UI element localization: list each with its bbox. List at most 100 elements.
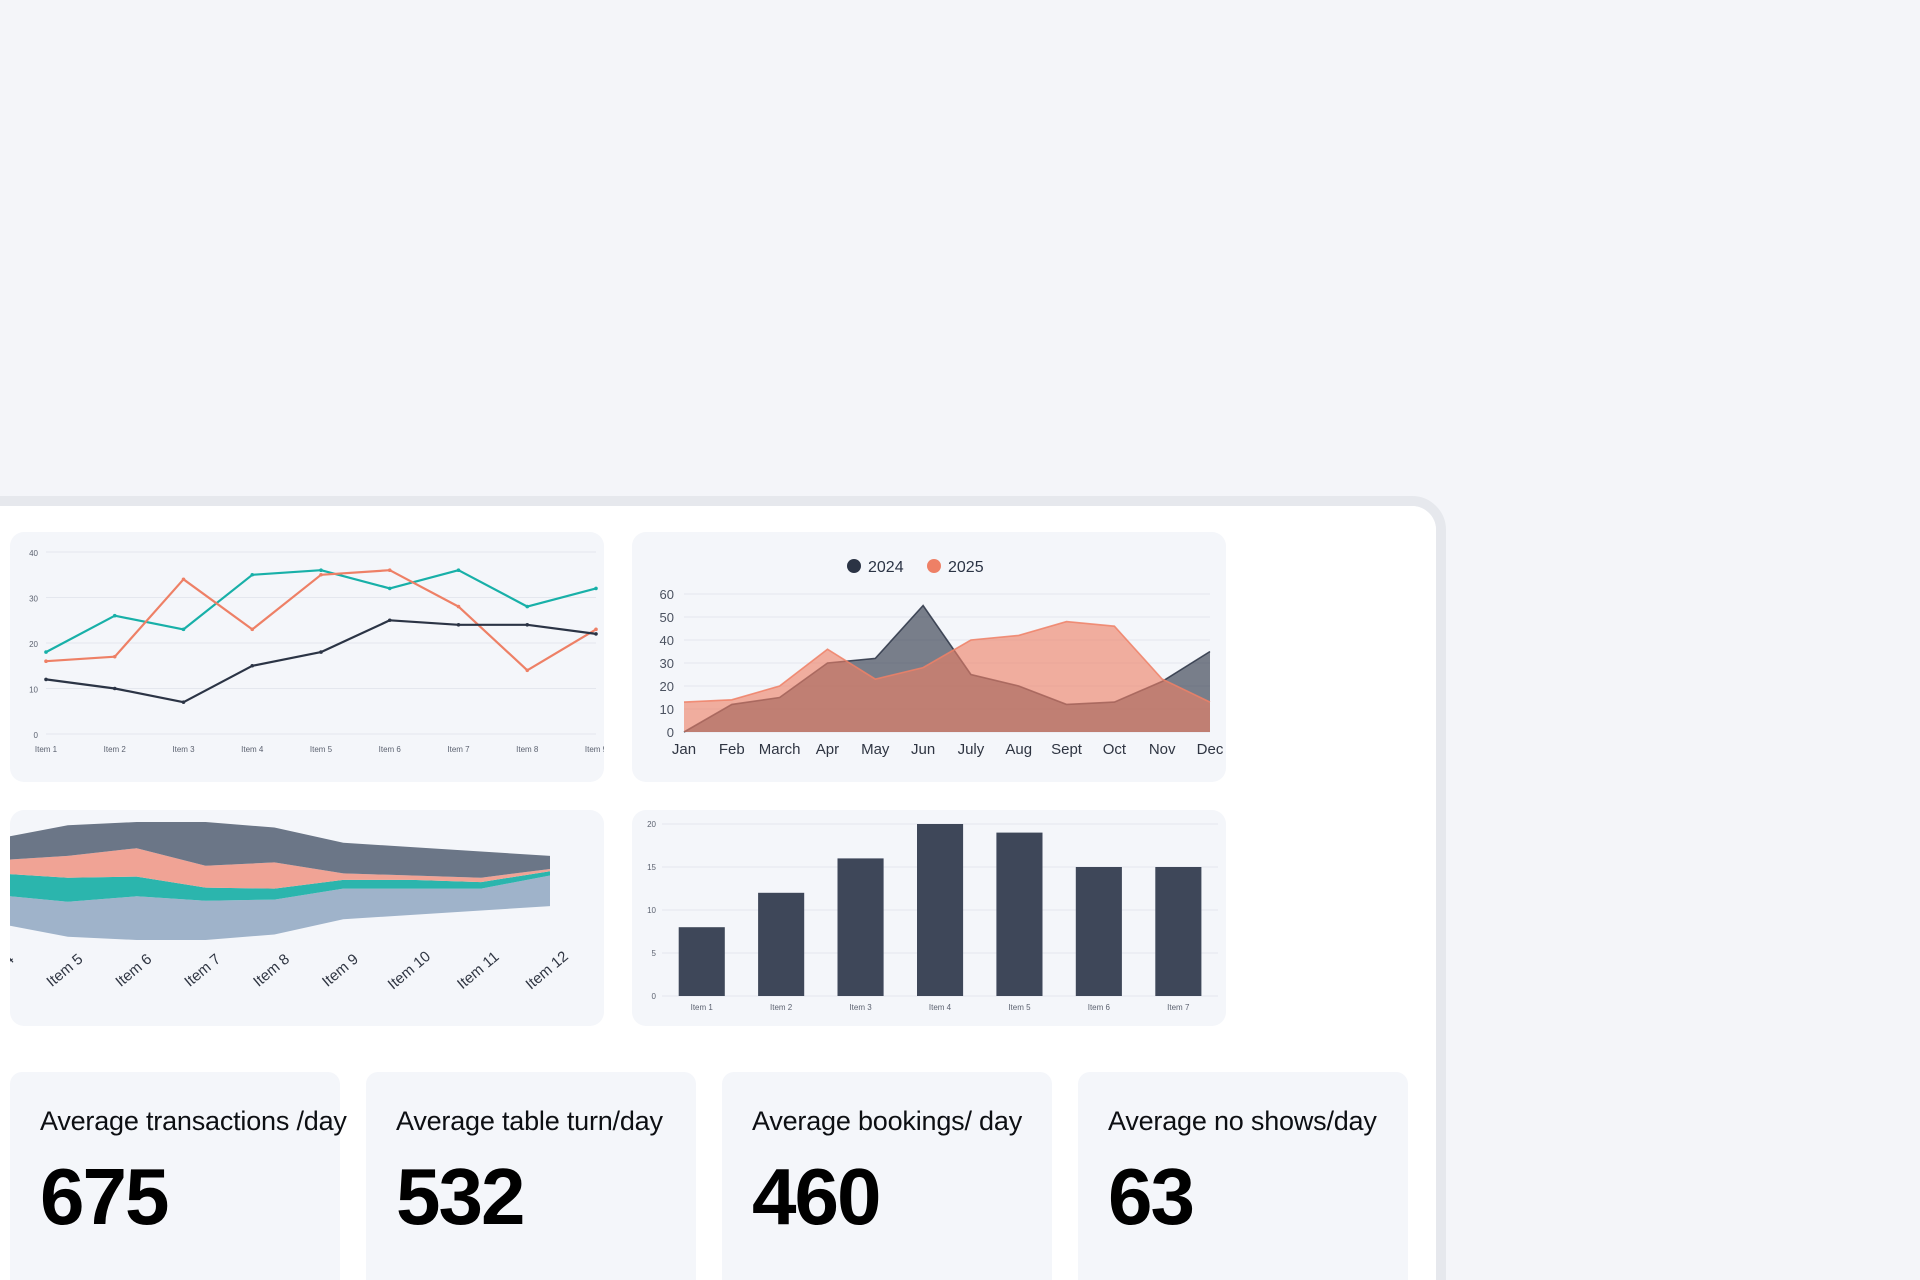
- kpi-value: 63: [1108, 1152, 1195, 1241]
- y-axis-tick: 40: [660, 633, 674, 648]
- kpi-row: Average transactions /day 675 Average ta…: [10, 1072, 1408, 1280]
- x-axis-tick: Dec: [1197, 741, 1224, 758]
- x-axis-tick: Item 2: [770, 1003, 793, 1012]
- x-axis-tick: Item 7: [181, 951, 224, 991]
- bar[interactable]: [758, 892, 805, 996]
- x-axis-tick: Feb: [719, 741, 745, 758]
- kpi-label: Average transactions /day: [40, 1106, 347, 1136]
- y-axis-tick: 15: [647, 863, 656, 872]
- data-point: [456, 604, 461, 609]
- x-axis-tick: Item 12: [522, 948, 571, 993]
- line-chart-card[interactable]: 0 10 20 30 40 Item 1 Item 2 Item 3 Item 4 Item 5 I…: [10, 532, 604, 782]
- app-window: 0 10 20 30 40 Item 1 Item 2 Item 3 Item 4 Item 5 I…: [0, 496, 1446, 1280]
- y-axis-tick: 20: [660, 679, 674, 694]
- legend-swatch: [927, 559, 941, 573]
- x-axis-tick: Nov: [1149, 741, 1176, 758]
- y-axis-tick: 5: [652, 949, 657, 958]
- y-axis-tick: 10: [647, 906, 656, 915]
- x-axis-tick: Oct: [1103, 741, 1127, 758]
- data-point: [319, 572, 323, 577]
- data-point: [112, 613, 117, 618]
- x-axis-tick: Aug: [1005, 741, 1032, 758]
- area-chart[interactable]: 2024 2025 0 10 20 30 40 50 60 Jan Feb March Apr May Ju…: [632, 532, 1226, 782]
- bar[interactable]: [996, 832, 1043, 996]
- area-series: [684, 621, 1210, 732]
- kpi-label: Average no shows/day: [1108, 1106, 1377, 1136]
- y-axis-tick: 20: [647, 820, 656, 829]
- data-point: [456, 568, 461, 572]
- stream-series: [10, 848, 550, 889]
- x-axis-tick: Item 4: [929, 1003, 952, 1012]
- data-point: [250, 663, 255, 668]
- kpi-label: Average bookings/ day: [752, 1106, 1022, 1136]
- data-point: [594, 586, 598, 591]
- x-axis-tick: Item 7: [1167, 1003, 1190, 1012]
- x-axis-tick: Item 3: [172, 745, 195, 754]
- data-point: [181, 577, 186, 582]
- charts-left-column: 0 10 20 30 40 Item 1 Item 2 Item 3 Item 4 Item 5 I…: [10, 532, 604, 1026]
- x-axis-tick: Item 6: [379, 745, 402, 754]
- x-axis-tick: Item 2: [104, 745, 127, 754]
- kpi-card-bookings[interactable]: Average bookings/ day 460: [722, 1072, 1052, 1280]
- y-axis-tick: 40: [29, 549, 38, 558]
- data-point: [250, 572, 255, 577]
- x-axis-tick: May: [861, 741, 890, 758]
- data-point: [112, 686, 117, 691]
- data-point: [181, 627, 186, 632]
- data-point: [44, 650, 48, 654]
- line-series: [44, 619, 598, 704]
- charts-row: 0 10 20 30 40 Item 1 Item 2 Item 3 Item 4 Item 5 I…: [10, 532, 1226, 1026]
- bar[interactable]: [1155, 867, 1202, 996]
- y-axis-tick: 60: [660, 587, 674, 602]
- y-axis-tick: 0: [667, 725, 674, 740]
- area-chart-card[interactable]: 2024 2025 0 10 20 30 40 50 60 Jan Feb March Apr May Ju…: [632, 532, 1226, 782]
- data-point: [112, 654, 117, 659]
- x-axis-tick: Item 5: [1008, 1003, 1031, 1012]
- data-point: [387, 568, 392, 572]
- x-axis-tick: Jun: [911, 741, 935, 758]
- kpi-value: 675: [40, 1152, 169, 1241]
- y-axis-tick: 50: [660, 610, 674, 625]
- data-point: [44, 659, 48, 663]
- kpi-card-table-turn[interactable]: Average table turn/day 532: [366, 1072, 696, 1280]
- x-axis-tick: Apr: [816, 741, 839, 758]
- bar-chart-card[interactable]: 0 5 10 15 20 Item 1 Item 2 Item 3 Item 4 Item 5 It…: [632, 810, 1226, 1026]
- x-axis-tick: Item 1: [691, 1003, 714, 1012]
- x-axis-tick: Item 4: [241, 745, 264, 754]
- x-axis-tick: Item 10: [385, 948, 434, 993]
- area-series-line: [683, 620, 1211, 703]
- data-point: [319, 568, 323, 572]
- x-axis-tick: Item 5: [310, 745, 333, 754]
- bar[interactable]: [1075, 867, 1122, 996]
- kpi-card-no-shows[interactable]: Average no shows/day 63: [1078, 1072, 1408, 1280]
- data-point: [181, 700, 186, 704]
- bar[interactable]: [837, 858, 884, 996]
- line-chart[interactable]: 0 10 20 30 40 Item 1 Item 2 Item 3 Item 4 Item 5 I…: [10, 532, 604, 782]
- x-axis-tick: Item 8: [516, 745, 539, 754]
- y-axis-tick: 0: [652, 992, 657, 1001]
- charts-middle-column: 2024 2025 0 10 20 30 40 50 60 Jan Feb March Apr May Ju…: [632, 532, 1226, 1026]
- x-axis-tick: March: [759, 741, 801, 758]
- data-point: [44, 677, 48, 682]
- bar[interactable]: [917, 824, 964, 996]
- data-point: [525, 604, 530, 609]
- bar[interactable]: [678, 927, 725, 996]
- data-point: [456, 623, 461, 627]
- data-point: [319, 650, 323, 654]
- bar-chart[interactable]: 0 5 10 15 20 Item 1 Item 2 Item 3 Item 4 Item 5 It…: [632, 810, 1226, 1026]
- dashboard-grid: 0 10 20 30 40 Item 1 Item 2 Item 3 Item 4 Item 5 I…: [10, 532, 1226, 1026]
- data-point: [250, 627, 255, 632]
- x-axis-tick: July: [958, 741, 985, 758]
- data-point: [387, 618, 392, 623]
- kpi-value: 460: [752, 1152, 881, 1241]
- x-axis-tick: Sept: [1051, 741, 1083, 758]
- legend-label: 2024: [868, 559, 904, 576]
- data-point: [594, 627, 598, 632]
- stream-series: [10, 871, 550, 902]
- x-axis-tick: Item 9: [319, 951, 362, 991]
- legend-swatch: [847, 559, 861, 573]
- kpi-card-transactions[interactable]: Average transactions /day 675: [10, 1072, 347, 1280]
- x-axis-tick: Item 3: [849, 1003, 872, 1012]
